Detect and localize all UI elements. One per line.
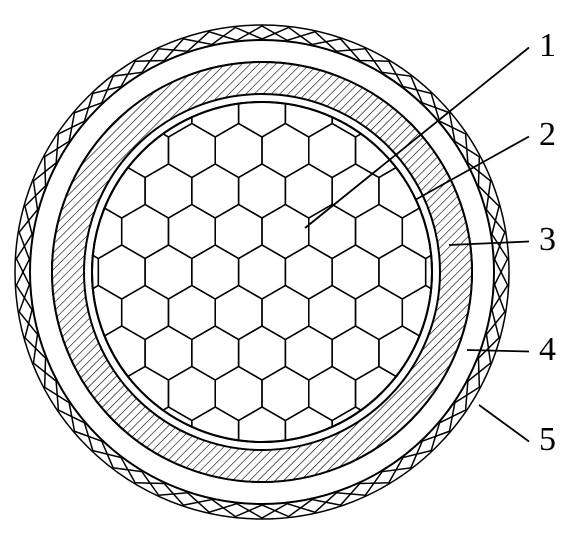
- label-4: 4: [539, 331, 556, 368]
- cable-cross-section: [15, 25, 509, 519]
- leader-line-5: [479, 405, 529, 442]
- label-2: 2: [539, 116, 556, 153]
- label-5: 5: [539, 421, 556, 458]
- label-3: 3: [539, 221, 556, 258]
- label-1: 1: [539, 27, 556, 64]
